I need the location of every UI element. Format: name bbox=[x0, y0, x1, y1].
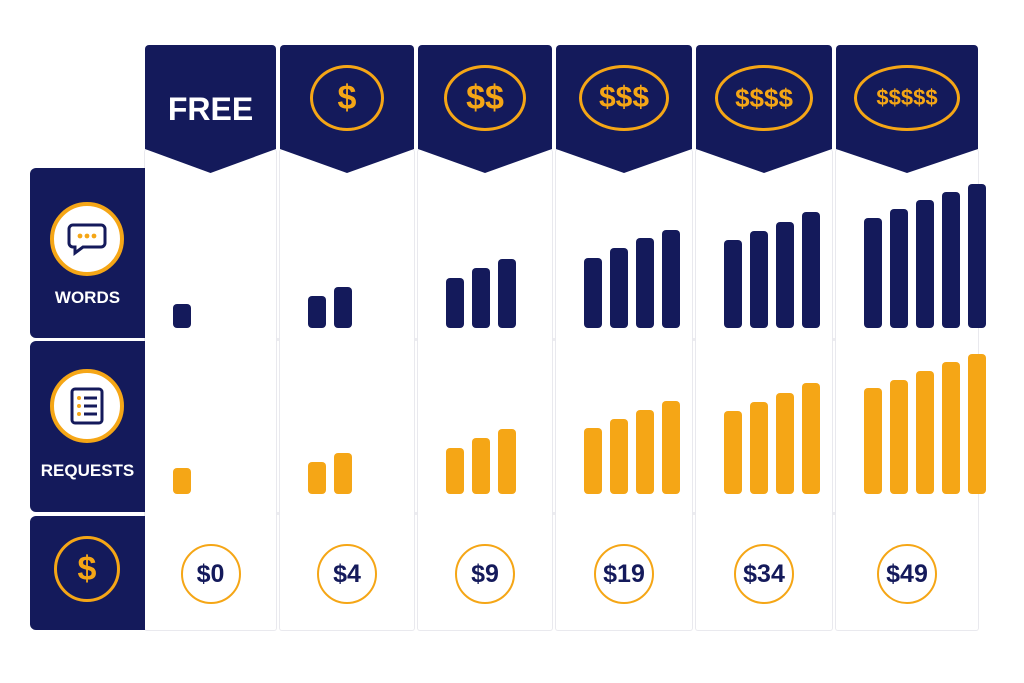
tier-symbol: $$$$ bbox=[735, 82, 793, 113]
tier-symbol: $$ bbox=[466, 78, 504, 117]
tier-banner-2: $$ bbox=[418, 45, 552, 173]
words-bar bbox=[446, 278, 464, 328]
requests-bar bbox=[173, 468, 191, 494]
requests-bar bbox=[610, 419, 628, 494]
words-bar bbox=[890, 209, 908, 328]
requests-row-header: REQUESTS bbox=[30, 341, 145, 512]
dollar-symbol: $ bbox=[77, 549, 97, 588]
tier-banner-3: $$$ bbox=[556, 45, 692, 173]
tier-banner-4: $$$$ bbox=[696, 45, 832, 173]
words-bar bbox=[942, 192, 960, 328]
words-bar bbox=[750, 231, 768, 328]
price-badge: $4 bbox=[317, 544, 377, 604]
requests-icon-circle bbox=[50, 369, 124, 443]
words-bar bbox=[308, 296, 326, 328]
speech-bubble-icon bbox=[67, 223, 107, 256]
price-badge: $49 bbox=[877, 544, 937, 604]
words-row-header: WORDS bbox=[30, 168, 145, 338]
tier-symbol: $$$ bbox=[598, 81, 650, 114]
words-bar bbox=[916, 200, 934, 328]
words-bar bbox=[802, 212, 820, 328]
price-badge: $34 bbox=[734, 544, 794, 604]
tier-symbol: $$$$$ bbox=[876, 85, 938, 110]
requests-bar bbox=[334, 453, 352, 494]
requests-bar bbox=[802, 383, 820, 494]
requests-bar bbox=[662, 401, 680, 494]
requests-bar bbox=[942, 362, 960, 494]
tier-symbol: $ bbox=[337, 78, 357, 117]
words-bar bbox=[472, 268, 490, 328]
words-bar bbox=[662, 230, 680, 328]
words-bar bbox=[864, 218, 882, 328]
words-bar bbox=[610, 248, 628, 328]
words-bar bbox=[584, 258, 602, 328]
tier-coin-icon: $ bbox=[310, 65, 384, 131]
tier-coin-icon: $$$$$ bbox=[854, 65, 960, 131]
words-bar bbox=[334, 287, 352, 328]
words-icon-circle bbox=[50, 202, 124, 276]
words-bar bbox=[498, 259, 516, 328]
words-bar bbox=[724, 240, 742, 328]
requests-bar bbox=[776, 393, 794, 494]
words-bar bbox=[968, 184, 986, 328]
tier-banner-0: FREE bbox=[145, 45, 276, 173]
requests-bar bbox=[636, 410, 654, 494]
words-bar bbox=[776, 222, 794, 328]
requests-bar bbox=[968, 354, 986, 494]
tier-coin-icon: $$$$ bbox=[715, 65, 813, 131]
requests-row-label: REQUESTS bbox=[40, 461, 135, 480]
price-badge: $9 bbox=[455, 544, 515, 604]
price-badge: $0 bbox=[180, 544, 241, 604]
tier-banner-1: $ bbox=[280, 45, 414, 173]
requests-bar bbox=[498, 429, 516, 494]
requests-bar bbox=[916, 371, 934, 494]
tier-coin-icon: $$$ bbox=[579, 65, 669, 131]
requests-bar bbox=[308, 462, 326, 494]
tier-banner-5: $$$$$ bbox=[836, 45, 978, 173]
price-row-header: $ bbox=[30, 516, 145, 630]
requests-bar bbox=[890, 380, 908, 494]
tier-name: FREE bbox=[167, 91, 254, 127]
price-badge: $19 bbox=[594, 544, 654, 604]
requests-bar bbox=[750, 402, 768, 494]
requests-bar bbox=[584, 428, 602, 494]
dollar-coin-icon: $ bbox=[54, 536, 120, 602]
list-document-icon bbox=[70, 387, 104, 425]
requests-bar bbox=[724, 411, 742, 494]
words-bar bbox=[636, 238, 654, 328]
words-bar bbox=[173, 304, 191, 328]
requests-bar bbox=[864, 388, 882, 494]
requests-bar bbox=[446, 448, 464, 494]
words-row-label: WORDS bbox=[54, 288, 121, 307]
tier-coin-icon: $$ bbox=[444, 65, 526, 131]
requests-bar bbox=[472, 438, 490, 494]
